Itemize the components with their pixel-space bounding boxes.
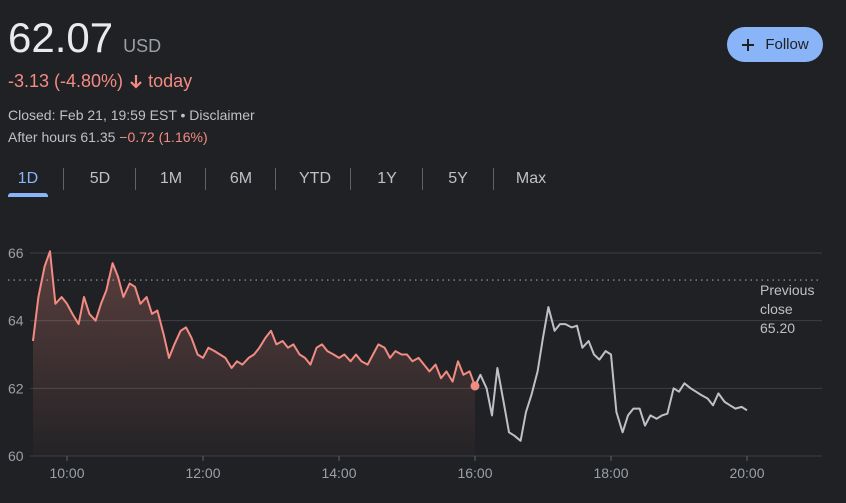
x-tick-label: 10:00 <box>49 465 84 481</box>
tab-5d[interactable]: 5D <box>89 170 111 187</box>
tab-1d[interactable]: 1D <box>17 170 39 187</box>
y-tick-label: 60 <box>8 448 24 464</box>
x-tick-label: 14:00 <box>321 465 356 481</box>
after-hours-info: After hours 61.35 −0.72 (1.16%) <box>8 129 208 145</box>
x-tick-label: 12:00 <box>185 465 220 481</box>
active-tab-indicator <box>8 193 48 197</box>
tab-separator <box>422 168 423 190</box>
tab-separator <box>350 168 351 190</box>
previous-close-line2: close <box>760 301 793 317</box>
previous-close-label: Previous close 65.20 <box>760 281 840 338</box>
price-change-row: -3.13 (-4.80%) today <box>8 71 192 92</box>
tab-max[interactable]: Max <box>515 170 547 187</box>
tab-separator <box>63 168 64 190</box>
tab-ytd[interactable]: YTD <box>299 170 331 187</box>
previous-close-line1: Previous <box>760 282 815 298</box>
follow-label: Follow <box>765 36 809 53</box>
after-hours-series-line <box>474 306 748 442</box>
tab-separator <box>135 168 136 190</box>
regular-session-series-line <box>32 250 476 387</box>
price-change: -3.13 (-4.80%) <box>8 71 124 91</box>
close-marker-dot <box>470 381 480 391</box>
regular-session-area <box>33 251 475 456</box>
tab-1m[interactable]: 1M <box>159 170 183 187</box>
arrow-down-icon <box>130 74 142 89</box>
tab-5y[interactable]: 5Y <box>448 170 468 187</box>
y-tick-label: 64 <box>8 313 24 329</box>
tab-separator <box>493 168 494 190</box>
after-hours-price: After hours 61.35 <box>8 129 116 145</box>
current-price: 62.07 <box>8 14 114 61</box>
tab-1y[interactable]: 1Y <box>377 170 397 187</box>
closed-info: Closed: Feb 21, 19:59 EST • Disclaimer <box>8 107 255 123</box>
currency-label: USD <box>123 36 162 56</box>
follow-button[interactable]: Follow <box>727 27 823 62</box>
after-hours-change: −0.72 (1.16%) <box>119 129 208 145</box>
x-tick-label: 16:00 <box>457 465 492 481</box>
y-tick-label: 62 <box>8 380 24 396</box>
change-period: today <box>148 71 193 91</box>
tab-6m[interactable]: 6M <box>229 170 253 187</box>
price-header: 62.07 USD <box>8 14 161 62</box>
x-tick-label: 18:00 <box>593 465 628 481</box>
tab-separator <box>205 168 206 190</box>
previous-close-value: 65.20 <box>760 320 796 336</box>
plus-icon <box>742 38 755 51</box>
y-tick-label: 66 <box>8 245 24 261</box>
tab-separator <box>275 168 276 190</box>
x-tick-label: 20:00 <box>729 465 764 481</box>
